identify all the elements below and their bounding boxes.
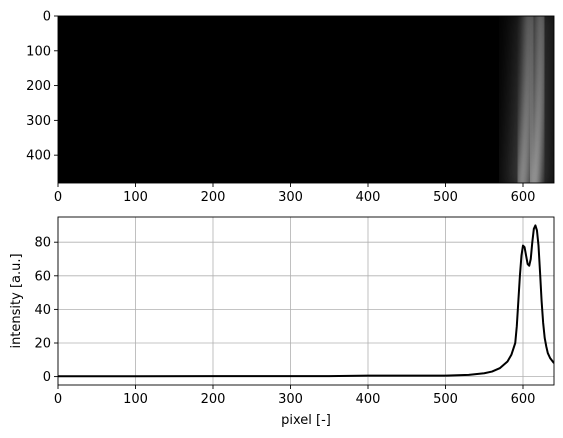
x-tick-label: 500: [433, 190, 458, 205]
y-tick-label: 0: [43, 10, 51, 25]
x-tick-label: 0: [54, 392, 62, 407]
x-tick-label: 400: [356, 392, 381, 407]
y-tick-label: 40: [34, 303, 51, 318]
x-tick-label: 300: [278, 392, 303, 407]
intensity-line: [58, 224, 554, 378]
y-tick-label: 0: [43, 370, 51, 385]
y-tick-label: 20: [34, 337, 51, 352]
image-x-ticks: 0 100 200 300 400 500 600: [54, 183, 536, 205]
y-tick-label: 60: [34, 269, 51, 284]
y-tick-label: 200: [26, 79, 51, 94]
x-tick-label: 100: [123, 392, 148, 407]
image-background: [58, 16, 554, 183]
line-x-ticks: 0 100 200 300 400 500 600: [54, 385, 536, 407]
x-tick-label: 300: [278, 190, 303, 205]
bright-band: [531, 16, 545, 183]
bright-band: [518, 16, 533, 183]
y-axis-label: intensity [a.u.]: [9, 253, 24, 348]
line-y-ticks: 0 20 40 60 80: [34, 236, 58, 385]
x-tick-label: 0: [54, 190, 62, 205]
x-tick-label: 200: [201, 190, 226, 205]
x-tick-label: 100: [123, 190, 148, 205]
x-axis-label: pixel [-]: [281, 413, 331, 428]
y-tick-label: 80: [34, 236, 51, 251]
y-tick-label: 400: [26, 149, 51, 164]
y-tick-label: 300: [26, 114, 51, 129]
x-tick-label: 400: [356, 190, 381, 205]
plot-frame: [57, 216, 555, 386]
bright-bands: [504, 16, 554, 183]
image-panel: 0 100 200 300 400 500 600 0 100 200 300 400: [26, 10, 555, 205]
x-tick-label: 600: [511, 392, 536, 407]
image-y-ticks: 0 100 200 300 400: [26, 10, 58, 164]
y-tick-label: 100: [26, 44, 51, 59]
x-tick-label: 200: [201, 392, 226, 407]
image-frame: [57, 15, 555, 184]
x-tick-label: 500: [433, 392, 458, 407]
plot-background: [58, 217, 554, 385]
x-tick-label: 600: [511, 190, 536, 205]
